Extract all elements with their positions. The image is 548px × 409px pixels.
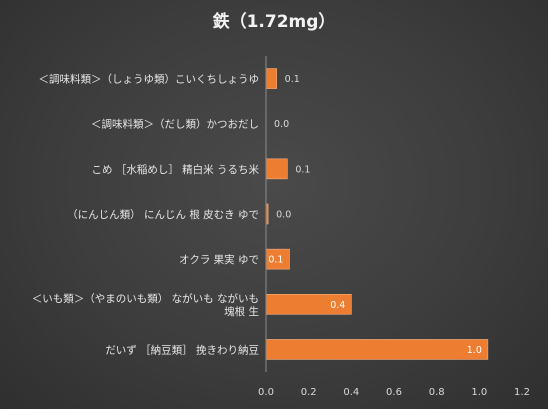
x-tick-label: 0.2	[301, 387, 317, 398]
data-label: 0.4	[330, 300, 345, 311]
x-tick-label: 1.2	[514, 387, 530, 398]
chart-title: 鉄（1.72mg）	[213, 11, 336, 32]
category-label: ＜調味料類＞（だし類）かつおだし	[91, 118, 259, 131]
data-label: 0.1	[268, 255, 283, 266]
bar	[265, 68, 277, 89]
category-label: ＜いも類＞（やまのいも類） ながいも ながいも塊根 生	[32, 292, 259, 318]
category-label: オクラ 果実 ゆで	[179, 253, 259, 266]
x-tick-label: 0.4	[343, 387, 359, 398]
bars: 0.1 0.0 0.1 0.0 0.1 0.4 1.0	[265, 68, 489, 360]
category-label: ＜調味料類＞（しょうゆ類）こいくちしょうゆ	[39, 73, 260, 86]
x-tick-label: 0.8	[429, 387, 445, 398]
data-label: 1.0	[467, 345, 482, 356]
data-label: 0.1	[285, 74, 300, 85]
category-label: こめ ［水稲めし］ 精白米 うるち米	[91, 163, 259, 176]
x-tick-label: 0.0	[258, 387, 274, 398]
category-label: （にんじん類） にんじん 根 皮むき ゆで	[67, 208, 259, 221]
data-label: 0.0	[274, 119, 289, 130]
x-tick-label: 1.0	[471, 387, 487, 398]
category-labels: ＜調味料類＞（しょうゆ類）こいくちしょうゆ ＜調味料類＞（だし類）かつおだしこめ …	[32, 73, 260, 357]
bar	[265, 339, 489, 360]
data-label: 0.0	[276, 210, 291, 221]
x-axis: 0.0 0.2 0.4 0.6 0.8 1.0 1.2	[258, 387, 530, 398]
category-label: だいず ［納豆類］ 挽きわり納豆	[105, 343, 259, 356]
x-tick-label: 0.6	[386, 387, 402, 398]
data-label: 0.1	[295, 164, 310, 175]
bar	[265, 158, 288, 180]
